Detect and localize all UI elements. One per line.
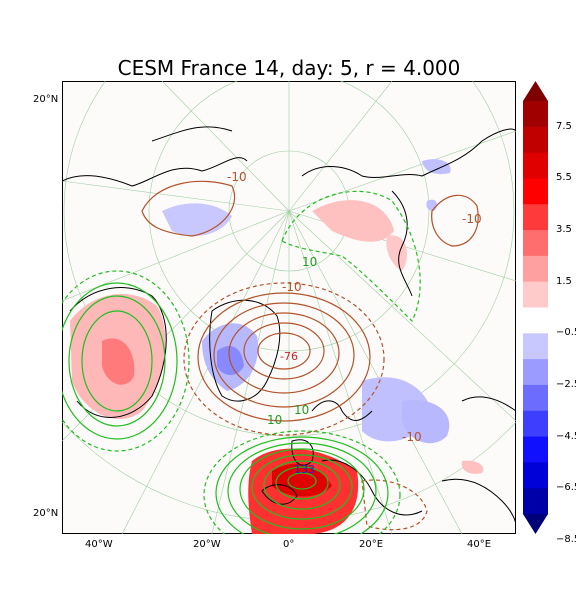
colorbar-segment <box>523 204 548 231</box>
colorbar-tick-label: −2.5 <box>556 378 576 390</box>
colorbar-segment <box>523 152 548 179</box>
contour-label-plus10-b: 10 <box>267 413 282 427</box>
colorbar-segment <box>523 178 548 205</box>
colorbar-segment <box>523 126 548 154</box>
contour-label-minus10-d: -10 <box>227 170 247 184</box>
lon-label-0: 0° <box>283 539 295 550</box>
contour-labels: -76 133 -10 -10 -10 -10 10 10 10 <box>227 170 482 476</box>
colorbar-segment <box>523 488 548 515</box>
colorbar-tick-label: −0.5 <box>556 327 576 339</box>
colorbar-segment <box>523 333 548 360</box>
contour-label-minus10-b: -10 <box>462 212 482 226</box>
map-panel: -76 133 -10 -10 -10 -10 10 10 10 <box>0 0 576 560</box>
high-center-label: 133 <box>294 463 315 476</box>
colorbar-tick-label: 7.5 <box>556 120 572 132</box>
map-svg: -76 133 -10 -10 -10 -10 10 10 10 <box>0 0 576 560</box>
lat-label-bottom: 20°N <box>33 508 59 519</box>
colorbar-tick-label: 3.5 <box>556 224 572 236</box>
lat-label-top: 20°N <box>33 94 59 105</box>
lon-label-40e: 40°E <box>467 539 492 550</box>
negative-anomaly-shading <box>162 159 451 444</box>
contour-label-plus10-a: 10 <box>302 255 317 269</box>
colorbar-segment <box>523 230 548 257</box>
colorbar-segment <box>523 410 548 438</box>
colorbar-tick-label: 1.5 <box>556 275 572 287</box>
colorbar-extend-top <box>523 81 548 101</box>
colorbar-segment <box>523 281 548 308</box>
colorbar-extend-bottom <box>523 514 548 534</box>
lon-label-20w: 20°W <box>193 539 221 550</box>
coastlines <box>61 126 517 527</box>
colorbar-tick-label: −6.5 <box>556 482 576 494</box>
colorbar-tick-label: 5.5 <box>556 172 572 184</box>
colorbar-segment <box>523 384 548 412</box>
low-center-label: -76 <box>280 350 298 363</box>
map-title: CESM France 14, day: 5, r = 4.000 <box>117 56 461 80</box>
colorbar-tick-label: −4.5 <box>556 430 576 442</box>
contour-label-minus10-c: -10 <box>402 430 422 444</box>
graticule <box>0 0 576 535</box>
colorbar-tick-label: −8.5 <box>556 533 576 545</box>
colorbar-segment <box>523 255 548 283</box>
lon-label-40w: 40°W <box>85 539 113 550</box>
colorbar-segment <box>523 462 548 489</box>
colorbar-segment <box>523 436 548 463</box>
colorbar-segment <box>523 101 548 128</box>
colorbar <box>523 81 548 534</box>
contour-label-minus10-a: -10 <box>282 280 302 294</box>
colorbar-segment <box>523 307 548 334</box>
low-pressure-contours <box>141 180 479 531</box>
colorbar-segment <box>523 359 548 386</box>
lon-label-20e: 20°E <box>359 539 384 550</box>
colorbar-svg <box>523 81 548 534</box>
contour-label-plus10-c: 10 <box>294 403 309 417</box>
